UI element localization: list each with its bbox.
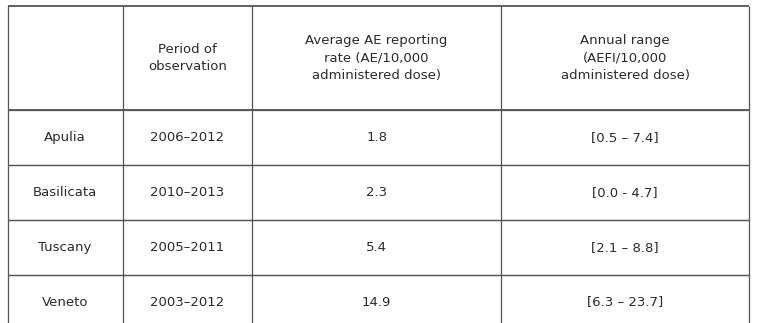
- Bar: [123, 110, 252, 165]
- Text: 2.3: 2.3: [366, 186, 388, 199]
- Bar: [501, 6, 749, 110]
- Bar: [252, 275, 501, 323]
- Text: 2003–2012: 2003–2012: [151, 296, 225, 308]
- Text: Apulia: Apulia: [44, 131, 86, 144]
- Text: [2.1 – 8.8]: [2.1 – 8.8]: [591, 241, 659, 254]
- Text: Period of
observation: Period of observation: [148, 43, 227, 73]
- Bar: [8, 275, 123, 323]
- Bar: [8, 220, 123, 275]
- Bar: [123, 6, 252, 110]
- Bar: [501, 165, 749, 220]
- Bar: [8, 6, 123, 110]
- Text: 2005–2011: 2005–2011: [151, 241, 225, 254]
- Bar: [252, 110, 501, 165]
- Text: 5.4: 5.4: [366, 241, 387, 254]
- Text: [0.0 - 4.7]: [0.0 - 4.7]: [593, 186, 658, 199]
- Bar: [123, 220, 252, 275]
- Bar: [252, 165, 501, 220]
- Bar: [501, 275, 749, 323]
- Text: Veneto: Veneto: [42, 296, 89, 308]
- Bar: [252, 6, 501, 110]
- Text: 14.9: 14.9: [362, 296, 391, 308]
- Bar: [123, 165, 252, 220]
- Text: 1.8: 1.8: [366, 131, 387, 144]
- Bar: [252, 220, 501, 275]
- Bar: [501, 220, 749, 275]
- Text: Annual range
(AEFI/10,000
administered dose): Annual range (AEFI/10,000 administered d…: [561, 34, 690, 82]
- Text: Average AE reporting
rate (AE/10,000
administered dose): Average AE reporting rate (AE/10,000 adm…: [306, 34, 448, 82]
- Text: Basilicata: Basilicata: [33, 186, 97, 199]
- Text: [0.5 – 7.4]: [0.5 – 7.4]: [591, 131, 659, 144]
- Text: [6.3 – 23.7]: [6.3 – 23.7]: [587, 296, 663, 308]
- Bar: [8, 110, 123, 165]
- Text: 2006–2012: 2006–2012: [151, 131, 225, 144]
- Bar: [123, 275, 252, 323]
- Text: 2010–2013: 2010–2013: [151, 186, 225, 199]
- Text: Tuscany: Tuscany: [39, 241, 92, 254]
- Bar: [8, 165, 123, 220]
- Bar: [501, 110, 749, 165]
